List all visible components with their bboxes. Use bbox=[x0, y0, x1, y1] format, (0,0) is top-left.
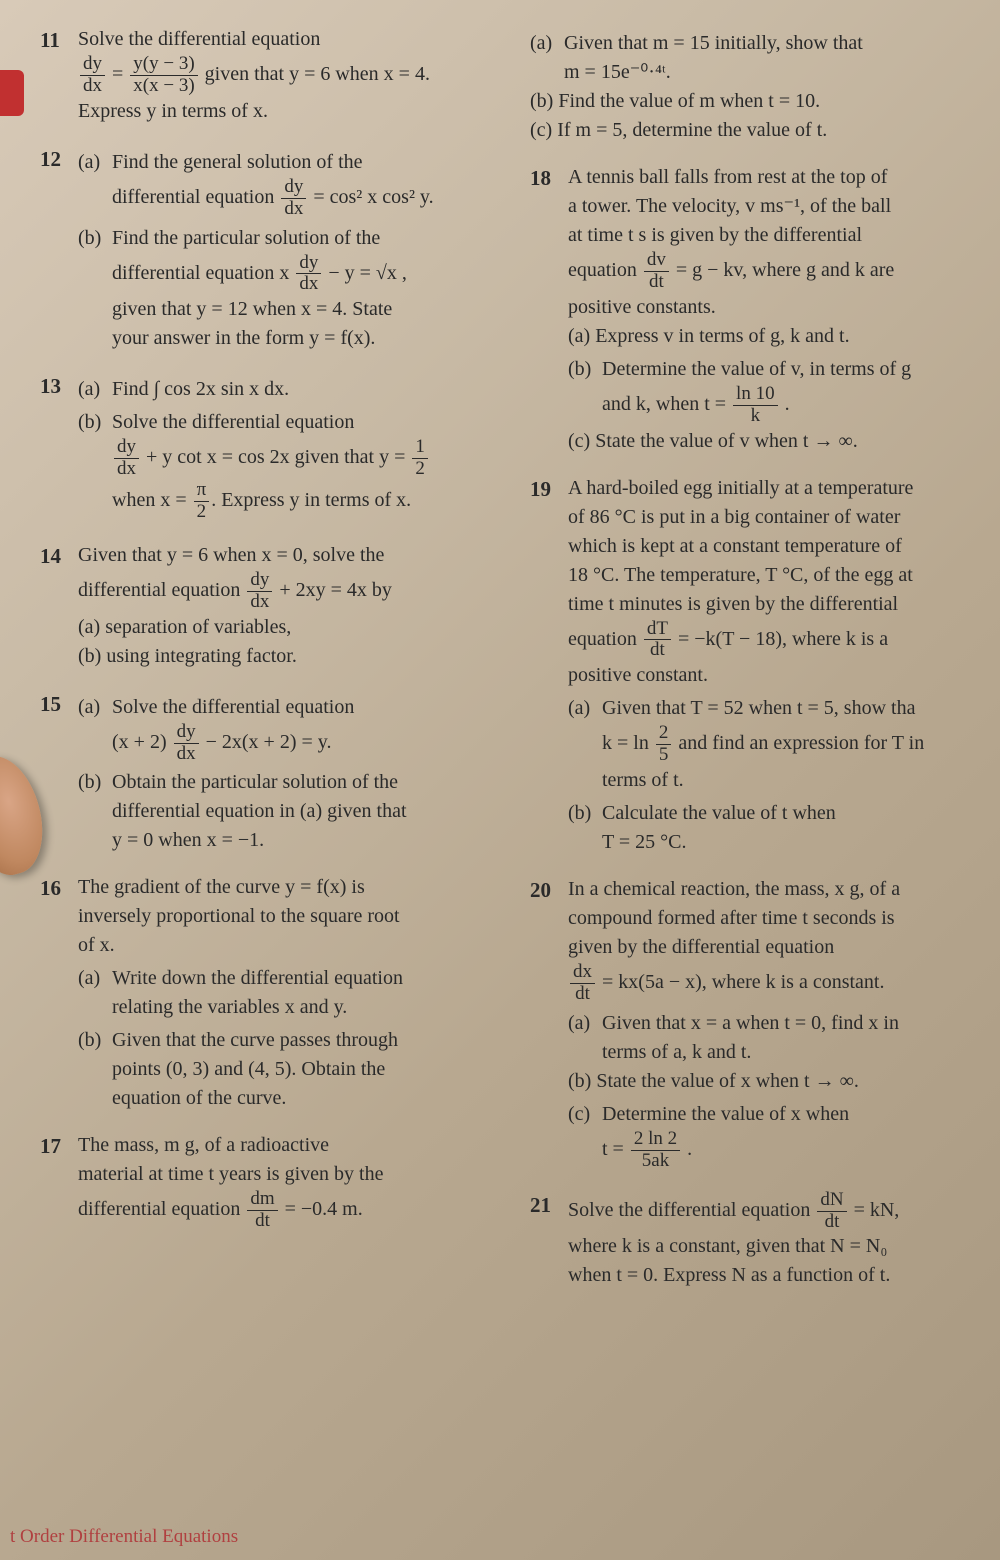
left-column: 11 Solve the differential equation dydx … bbox=[40, 25, 500, 1308]
problem-12: 12 (a) Find the general solution of the … bbox=[40, 144, 500, 354]
problem-21: 21 Solve the differential equation dNdt … bbox=[530, 1190, 990, 1291]
problem-17-continued: (a) Given that m = 15 initially, show th… bbox=[524, 25, 990, 145]
problem-number: 15 bbox=[40, 689, 78, 856]
problem-16: 16 The gradient of the curve y = f(x) is… bbox=[40, 873, 500, 1113]
page-tab bbox=[0, 70, 24, 116]
problem-number: 14 bbox=[40, 541, 78, 671]
problem-18: 18 A tennis ball falls from rest at the … bbox=[530, 163, 990, 456]
problem-number: 11 bbox=[40, 25, 78, 126]
problem-20: 20 In a chemical reaction, the mass, x g… bbox=[530, 875, 990, 1172]
equation-line: dydx = y(y − 3)x(x − 3) given that y = 6… bbox=[78, 54, 500, 97]
problem-17: 17 The mass, m g, of a radioactive mater… bbox=[40, 1131, 500, 1232]
page-footer: t Order Differential Equations bbox=[10, 1526, 238, 1548]
problem-number: 16 bbox=[40, 873, 78, 1113]
problem-number: 17 bbox=[40, 1131, 78, 1232]
problem-number: 20 bbox=[530, 875, 568, 1172]
right-column: (a) Given that m = 15 initially, show th… bbox=[530, 25, 990, 1308]
text: Express y in terms of x. bbox=[78, 97, 500, 126]
text: Solve the differential equation bbox=[78, 25, 500, 54]
problem-number: 21 bbox=[530, 1190, 568, 1291]
problem-14: 14 Given that y = 6 when x = 0, solve th… bbox=[40, 541, 500, 671]
textbook-page: 11 Solve the differential equation dydx … bbox=[0, 0, 1000, 1560]
problem-19: 19 A hard-boiled egg initially at a temp… bbox=[530, 474, 990, 858]
problem-number: 13 bbox=[40, 371, 78, 523]
problem-11: 11 Solve the differential equation dydx … bbox=[40, 25, 500, 126]
problem-number: 18 bbox=[530, 163, 568, 456]
problem-15: 15 (a) Solve the differential equation (… bbox=[40, 689, 500, 856]
problem-13: 13 (a) Find ∫ cos 2x sin x dx. (b) Solve… bbox=[40, 371, 500, 523]
problem-number: 19 bbox=[530, 474, 568, 858]
problem-number: 12 bbox=[40, 144, 78, 354]
